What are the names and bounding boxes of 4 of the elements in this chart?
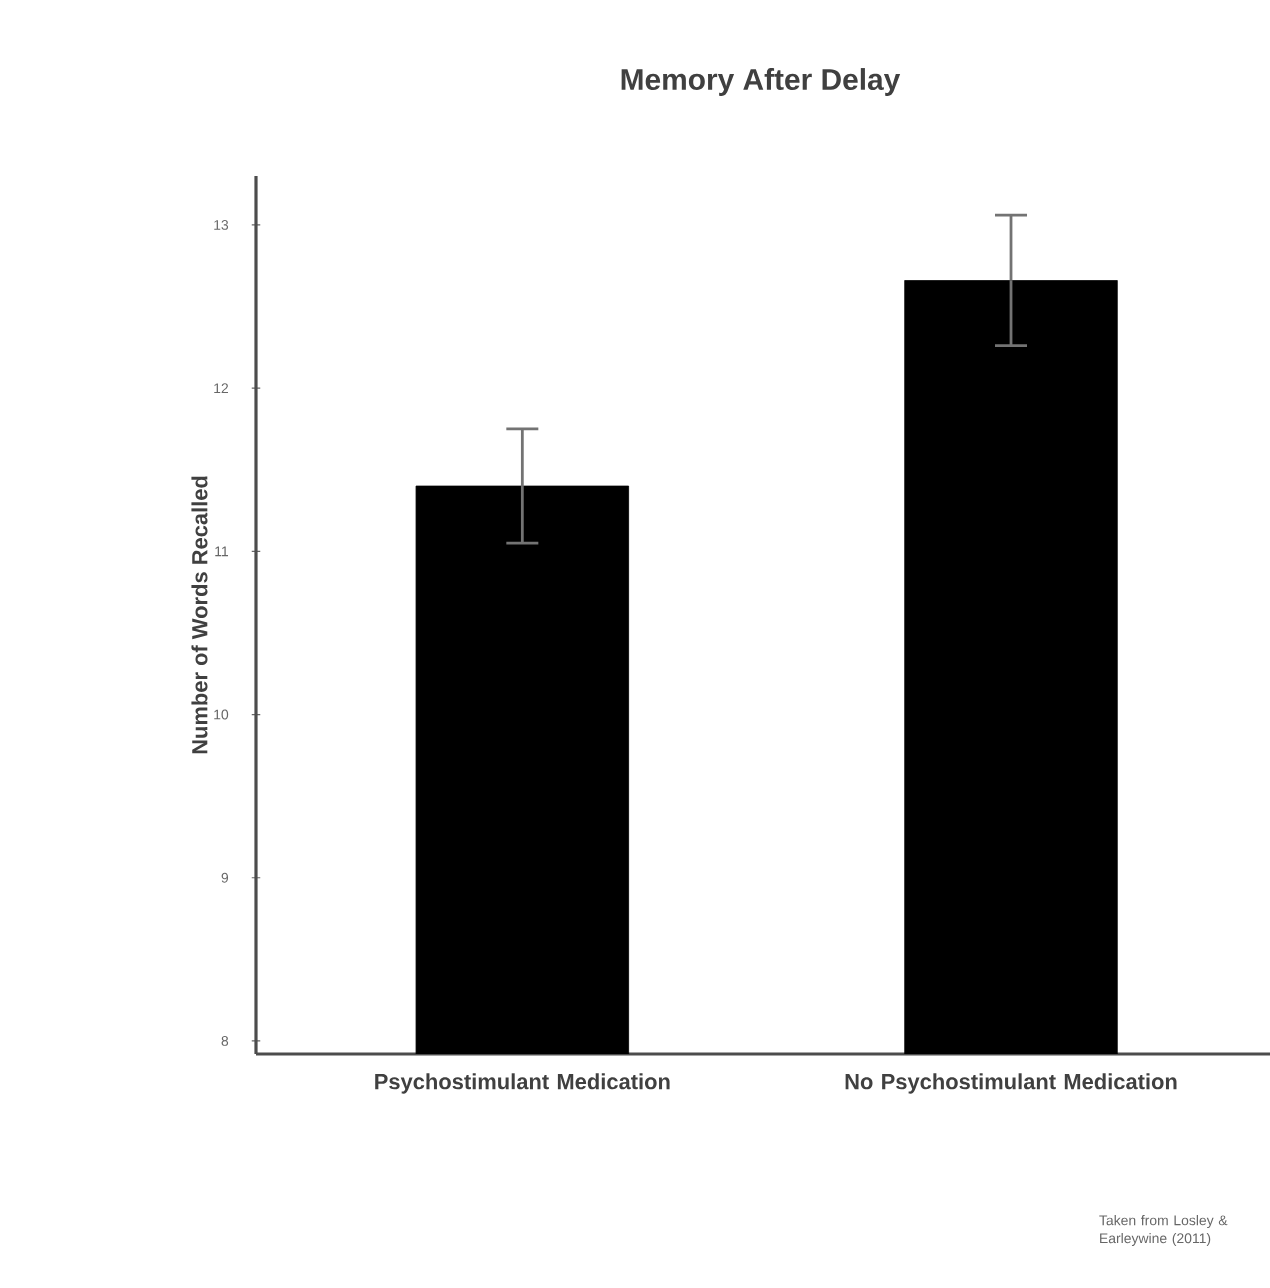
chart-title: Memory After Delay [621, 68, 901, 96]
y-axis-title: Number of Words Recalled [191, 476, 208, 754]
x-tick-label: Psychostimulant Medication [375, 1073, 670, 1094]
x-tick-label: No Psychostimulant Medication [845, 1073, 1177, 1094]
